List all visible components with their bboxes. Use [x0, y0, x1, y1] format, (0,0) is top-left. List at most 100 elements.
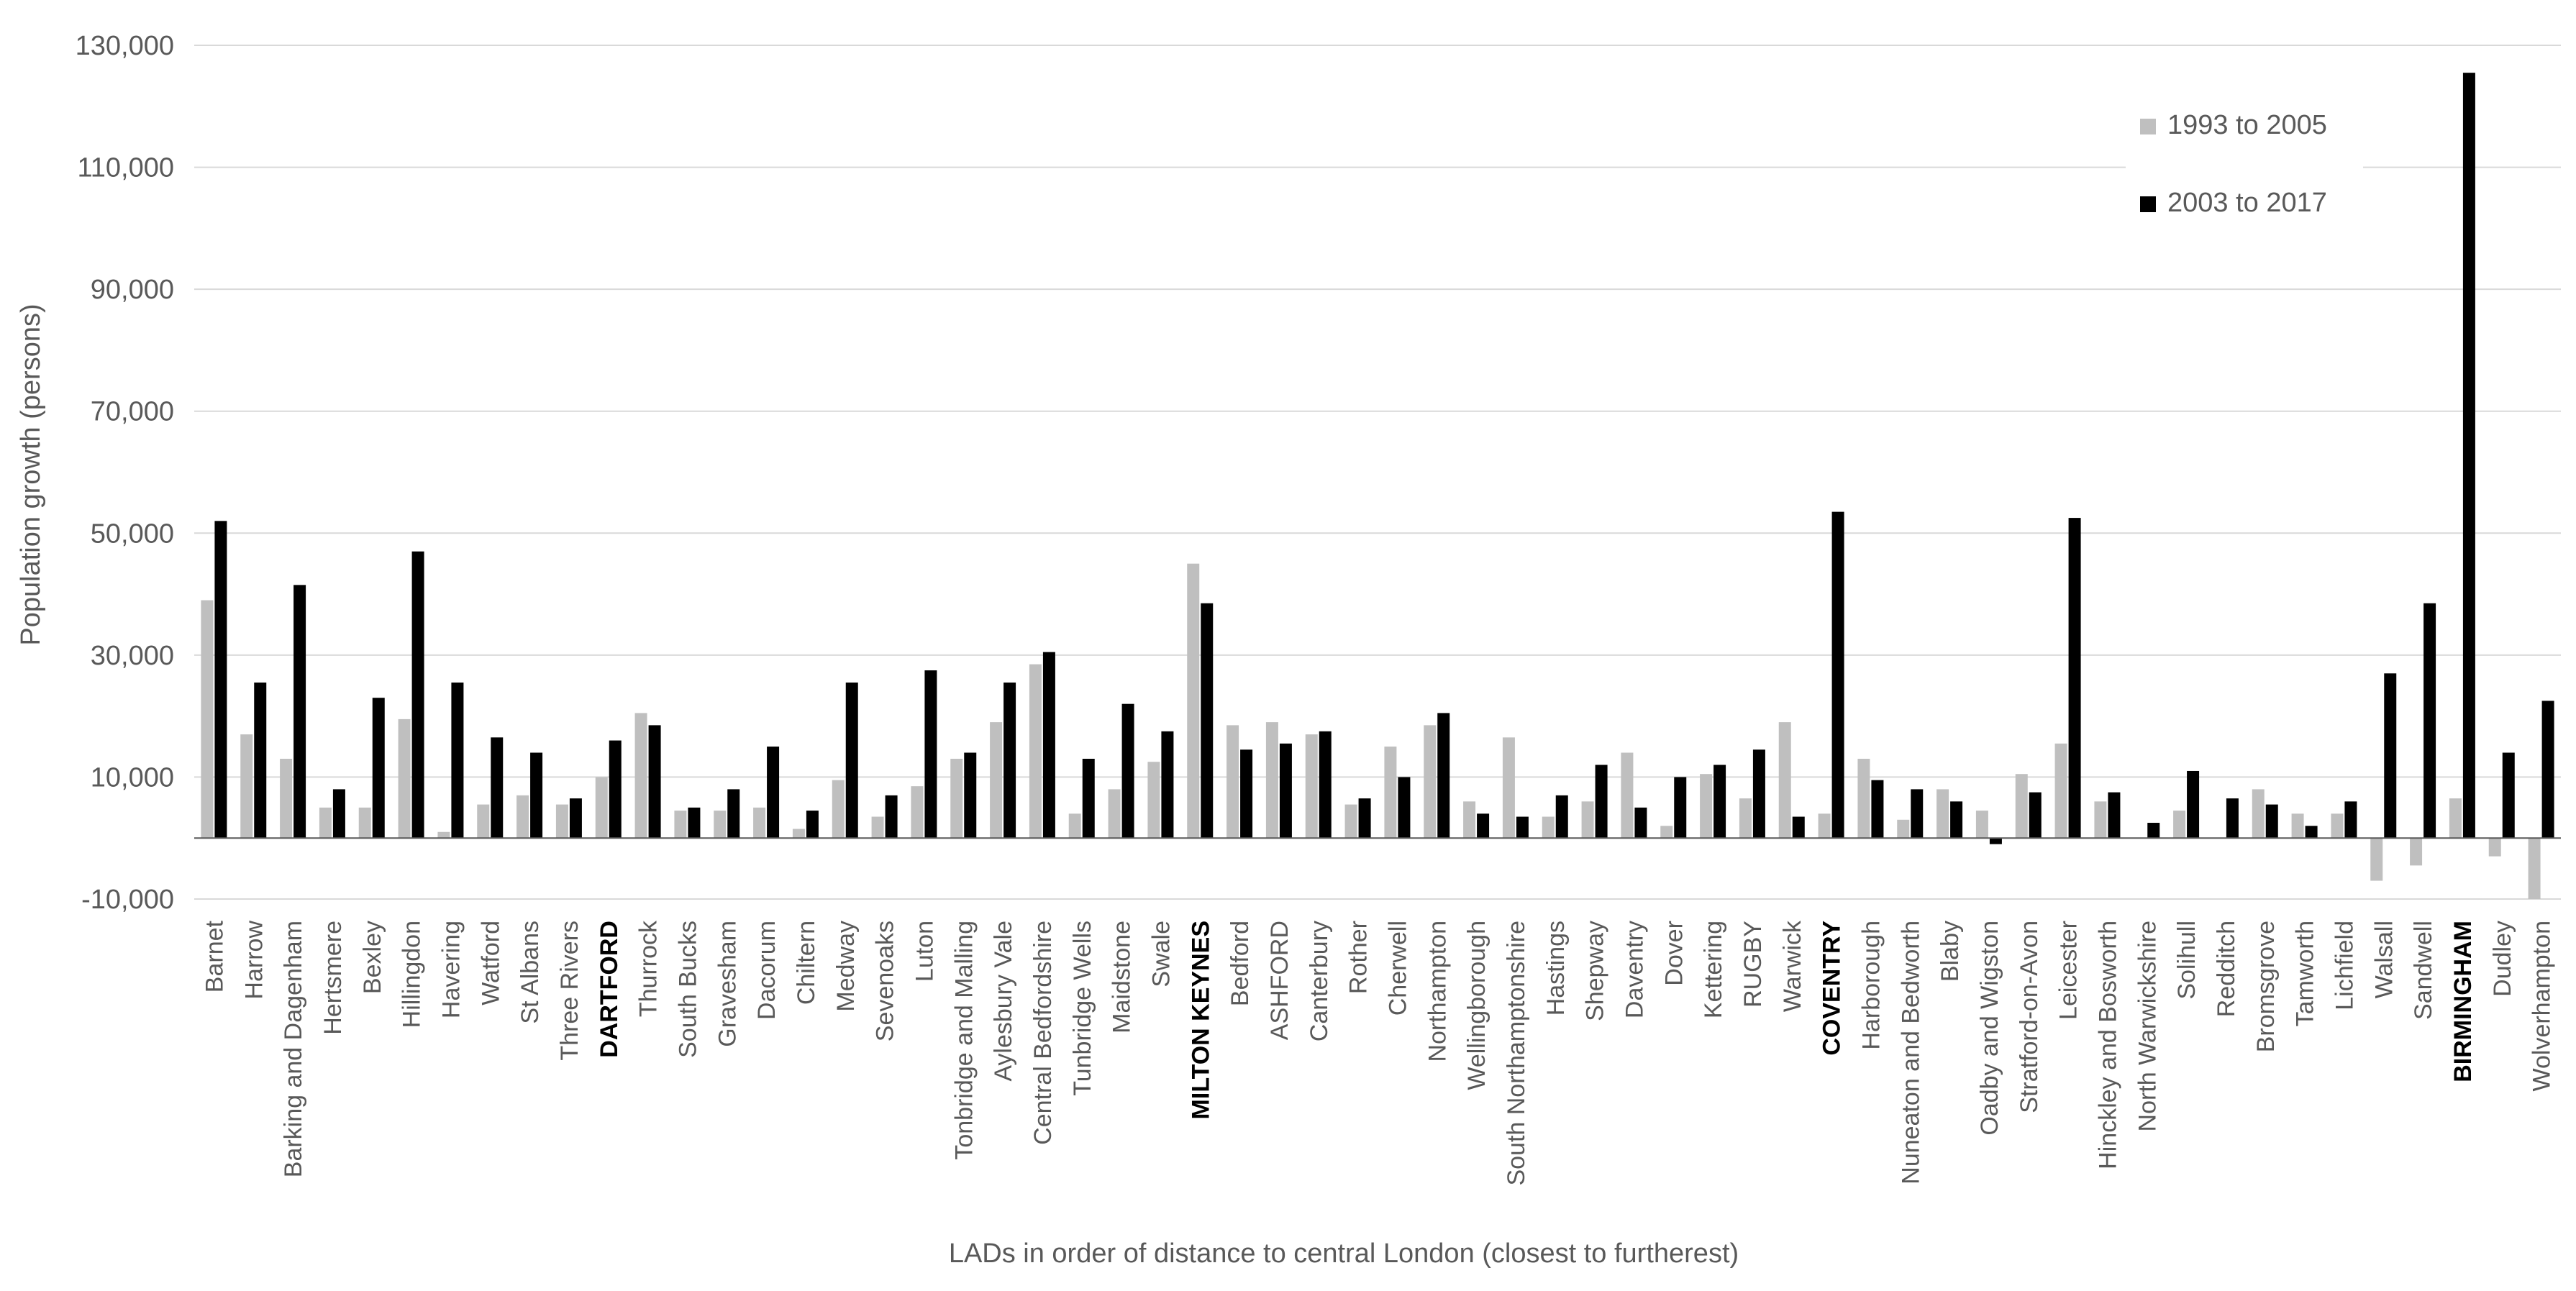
- bar-1993-2005: [1502, 737, 1515, 839]
- bar-1993-2005: [1897, 819, 1910, 839]
- bar-2003-2017: [1042, 652, 1055, 839]
- x-tick-label: Blaby: [1936, 921, 1964, 982]
- bar-2003-2017: [964, 752, 977, 839]
- bar-1993-2005: [990, 722, 1003, 839]
- bar-2003-2017: [1279, 743, 1292, 839]
- bar-2003-2017: [609, 740, 622, 839]
- bar-2003-2017: [214, 521, 227, 839]
- bar-2003-2017: [1674, 777, 1687, 839]
- x-tick-label: Barnet: [201, 920, 228, 993]
- bar-1993-2005: [358, 807, 371, 839]
- x-tick-label: Wellingborough: [1463, 921, 1490, 1090]
- x-tick-label: DARTFORD: [596, 921, 623, 1058]
- bar-2003-2017: [1398, 777, 1411, 839]
- bar-2003-2017: [1003, 683, 1016, 839]
- x-tick-label: Chiltern: [793, 921, 820, 1005]
- x-tick-label: Leicester: [2055, 921, 2083, 1020]
- x-tick-label: Luton: [911, 921, 938, 982]
- bar-1993-2005: [2054, 743, 2067, 839]
- bar-2003-2017: [885, 795, 898, 839]
- x-tick-label: Hertsmere: [319, 921, 347, 1035]
- bar-1993-2005: [1936, 789, 1949, 839]
- bar-2003-2017: [2305, 826, 2318, 839]
- bar-2003-2017: [451, 683, 464, 839]
- bar-1993-2005: [2252, 789, 2265, 839]
- bar-2003-2017: [2344, 801, 2357, 839]
- bar-1993-2005: [1344, 804, 1357, 839]
- bar-1993-2005: [516, 795, 529, 839]
- legend-swatch: [2140, 119, 2156, 134]
- bar-2003-2017: [1240, 749, 1253, 839]
- bar-1993-2005: [2449, 798, 2462, 839]
- y-tick-label: -10,000: [81, 885, 174, 915]
- x-tick-label: Swale: [1147, 921, 1175, 987]
- y-tick-label: 110,000: [77, 153, 174, 183]
- bar-2003-2017: [1477, 813, 1490, 839]
- bar-2003-2017: [648, 725, 661, 839]
- bar-1993-2005: [1463, 801, 1476, 839]
- x-tick-label: Solihull: [2173, 921, 2200, 1000]
- x-tick-label: BIRMINGHAM: [2449, 921, 2477, 1082]
- bar-2003-2017: [767, 747, 780, 839]
- gridlines: [194, 45, 2561, 900]
- bar-1993-2005: [674, 811, 687, 839]
- bar-1993-2005: [2410, 838, 2423, 866]
- bar-2003-2017: [1437, 713, 1450, 839]
- bar-2003-2017: [1555, 795, 1568, 839]
- bar-2003-2017: [1792, 816, 1805, 839]
- x-tick-label: Thurrock: [635, 920, 663, 1017]
- bar-1993-2005: [1068, 813, 1081, 839]
- bar-2003-2017: [1319, 731, 1332, 839]
- bar-1993-2005: [1384, 747, 1397, 839]
- bar-1993-2005: [2173, 811, 2186, 839]
- x-tick-label: Stratford-on-Avon: [2016, 921, 2043, 1113]
- y-tick-label: 10,000: [91, 762, 174, 793]
- x-tick-label: Redditch: [2213, 921, 2240, 1017]
- x-tick-label: Dudley: [2489, 921, 2516, 997]
- bar-1993-2005: [1739, 798, 1752, 839]
- bar-1993-2005: [437, 831, 450, 839]
- x-tick-label: Kettering: [1700, 921, 1727, 1018]
- x-tick-label: Hinckley and Bosworth: [2094, 921, 2121, 1169]
- bar-2003-2017: [1634, 807, 1647, 839]
- x-tick-label: Dacorum: [753, 921, 780, 1020]
- y-axis-label: Population growth (persons): [16, 304, 46, 645]
- bar-1993-2005: [1857, 758, 1870, 839]
- bar-2003-2017: [1121, 703, 1134, 839]
- bar-1993-2005: [792, 829, 805, 839]
- bar-1993-2005: [201, 600, 214, 839]
- x-tick-label: Bexley: [359, 921, 386, 994]
- bar-1993-2005: [1581, 801, 1594, 839]
- x-tick-label: Havering: [437, 921, 465, 1018]
- bar-1993-2005: [595, 777, 608, 839]
- bar-1993-2005: [1265, 722, 1278, 839]
- bar-2003-2017: [1161, 731, 1174, 839]
- bar-2003-2017: [2108, 792, 2121, 839]
- x-tick-label: Walsall: [2370, 921, 2398, 998]
- bar-1993-2005: [2291, 813, 2304, 839]
- bar-1993-2005: [1621, 752, 1634, 839]
- bar-1993-2005: [1187, 563, 1200, 839]
- bar-2003-2017: [2541, 701, 2554, 839]
- bar-1993-2005: [2488, 838, 2501, 857]
- bar-2003-2017: [569, 798, 582, 839]
- bar-2003-2017: [1201, 603, 1214, 839]
- bar-1993-2005: [911, 786, 924, 839]
- x-tick-label: Canterbury: [1306, 921, 1333, 1041]
- bar-2003-2017: [332, 789, 345, 839]
- bar-2003-2017: [1358, 798, 1371, 839]
- bar-2003-2017: [806, 811, 819, 839]
- bar-2003-2017: [924, 670, 937, 839]
- x-tick-label: Bedford: [1226, 921, 1254, 1006]
- bar-1993-2005: [1975, 811, 1988, 839]
- bar-1993-2005: [1424, 725, 1437, 839]
- bar-1993-2005: [2528, 838, 2541, 899]
- x-tick-label: Harborough: [1857, 921, 1885, 1050]
- y-tick-label: 70,000: [91, 397, 174, 427]
- x-tick-label: Sevenoaks: [872, 921, 899, 1041]
- bar-2003-2017: [2187, 770, 2200, 839]
- x-tick-label: Three Rivers: [556, 921, 583, 1061]
- bars: [201, 73, 2554, 899]
- x-tick-label: Shepway: [1582, 921, 1609, 1021]
